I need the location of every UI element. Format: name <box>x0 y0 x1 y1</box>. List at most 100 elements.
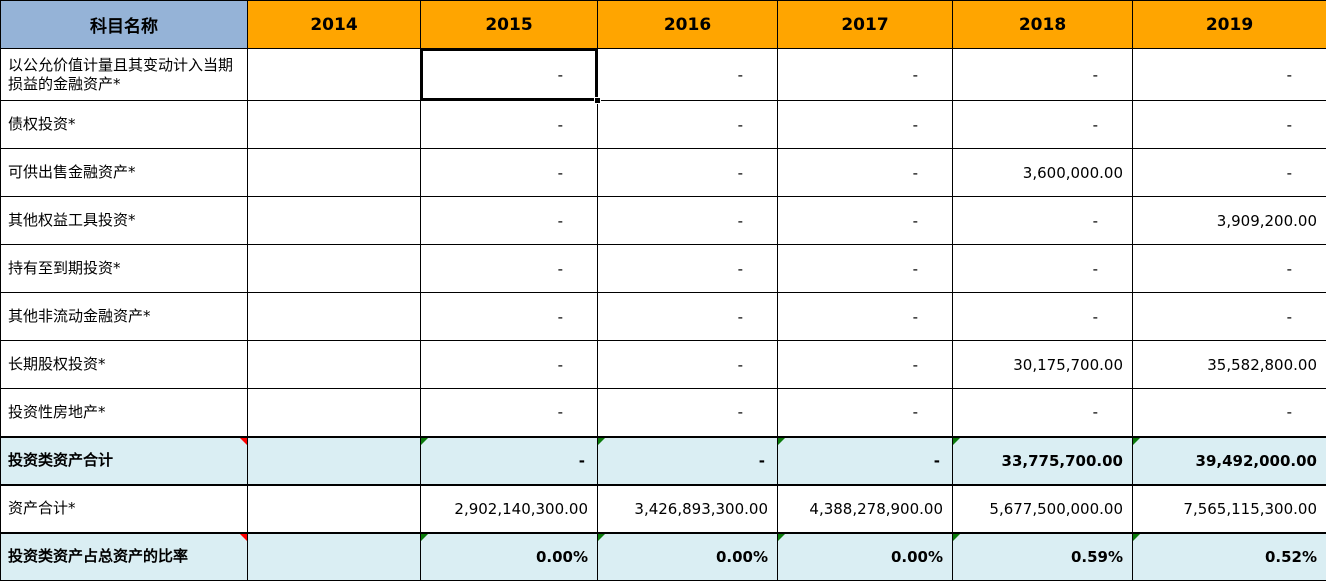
header-year-2019[interactable]: 2019 <box>1132 0 1326 49</box>
cell-2016-row2[interactable]: - <box>597 148 778 197</box>
cell-2017-row9[interactable]: 4,388,278,900.00 <box>777 484 953 533</box>
header-year-2016[interactable]: 2016 <box>597 0 778 49</box>
cell-2014-row0[interactable] <box>247 48 421 101</box>
cell-2014-row4[interactable] <box>247 244 421 293</box>
cell-2014-row3[interactable] <box>247 196 421 245</box>
row-label[interactable]: 可供出售金融资产* <box>0 148 248 197</box>
cell-2018-row4[interactable]: - <box>952 244 1133 293</box>
cell-2017-row5[interactable]: - <box>777 292 953 341</box>
cell-2017-row3[interactable]: - <box>777 196 953 245</box>
cell-2016-row7[interactable]: - <box>597 388 778 437</box>
row-label[interactable]: 投资类资产合计 <box>0 435 248 486</box>
cell-2016-row8[interactable]: - <box>597 435 778 486</box>
table-body: 以公允价值计量且其变动计入当期损益的金融资产* - - - - - 债权投资* - - - - - 可供… <box>0 48 1326 581</box>
cell-2016-row3[interactable]: - <box>597 196 778 245</box>
cell-2019-row6[interactable]: 35,582,800.00 <box>1132 340 1326 389</box>
cell-2015-row3[interactable]: - <box>420 196 598 245</box>
cell-2019-row4[interactable]: - <box>1132 244 1326 293</box>
cell-2019-row2[interactable]: - <box>1132 148 1326 197</box>
cell-2017-row4[interactable]: - <box>777 244 953 293</box>
cell-2019-row8[interactable]: 39,492,000.00 <box>1132 435 1326 486</box>
cell-2018-row9[interactable]: 5,677,500,000.00 <box>952 484 1133 533</box>
cell-2015-row10[interactable]: 0.00% <box>420 531 598 581</box>
cell-2016-row5[interactable]: - <box>597 292 778 341</box>
cell-2019-row10[interactable]: 0.52% <box>1132 531 1326 581</box>
cell-2014-row6[interactable] <box>247 340 421 389</box>
cell-2017-row10[interactable]: 0.00% <box>777 531 953 581</box>
cell-2015-row1[interactable]: - <box>420 100 598 149</box>
cell-2016-row0[interactable]: - <box>597 48 778 101</box>
header-year-2015[interactable]: 2015 <box>420 0 598 49</box>
formula-indicator-icon <box>778 533 785 541</box>
cell-2017-row0[interactable]: - <box>777 48 953 101</box>
cell-2019-row0[interactable]: - <box>1132 48 1326 101</box>
row-label[interactable]: 投资性房地产* <box>0 388 248 437</box>
row-label[interactable]: 其他非流动金融资产* <box>0 292 248 341</box>
row-label[interactable]: 以公允价值计量且其变动计入当期损益的金融资产* <box>0 48 248 101</box>
cell-2018-row0[interactable]: - <box>952 48 1133 101</box>
cell-2016-row9[interactable]: 3,426,893,300.00 <box>597 484 778 533</box>
cell-2018-row8[interactable]: 33,775,700.00 <box>952 435 1133 486</box>
row-label[interactable]: 持有至到期投资* <box>0 244 248 293</box>
cell-2019-row3[interactable]: 3,909,200.00 <box>1132 196 1326 245</box>
table-row: 其他权益工具投资* - - - -3,909,200.00 <box>0 196 1326 245</box>
formula-indicator-icon <box>1133 437 1140 445</box>
cell-2019-row9[interactable]: 7,565,115,300.00 <box>1132 484 1326 533</box>
cell-2015-row2[interactable]: - <box>420 148 598 197</box>
cell-2015-row4[interactable]: - <box>420 244 598 293</box>
row-label[interactable]: 其他权益工具投资* <box>0 196 248 245</box>
cell-2014-row10[interactable] <box>247 531 421 581</box>
row-label[interactable]: 投资类资产占总资产的比率 <box>0 531 248 581</box>
cell-2019-row1[interactable]: - <box>1132 100 1326 149</box>
cell-2015-row7[interactable]: - <box>420 388 598 437</box>
cell-2016-row1[interactable]: - <box>597 100 778 149</box>
table-row: 以公允价值计量且其变动计入当期损益的金融资产* - - - - - <box>0 48 1326 104</box>
row-label[interactable]: 债权投资* <box>0 100 248 149</box>
table-row: 可供出售金融资产* - - -3,600,000.00- <box>0 148 1326 197</box>
cell-2017-row6[interactable]: - <box>777 340 953 389</box>
cell-2017-row8[interactable]: - <box>777 435 953 486</box>
cell-2018-row10[interactable]: 0.59% <box>952 531 1133 581</box>
header-year-2014[interactable]: 2014 <box>247 0 421 49</box>
cell-2016-row10[interactable]: 0.00% <box>597 531 778 581</box>
cell-2018-row7[interactable]: - <box>952 388 1133 437</box>
header-year-2017[interactable]: 2017 <box>777 0 953 49</box>
table-row: 投资类资产占总资产的比率 0.00% 0.00% 0.00% 0.59% 0.52% <box>0 531 1326 581</box>
cell-2014-row7[interactable] <box>247 388 421 437</box>
cell-2015-row8[interactable]: - <box>420 435 598 486</box>
cell-2018-row2[interactable]: 3,600,000.00 <box>952 148 1133 197</box>
cell-2016-row6[interactable]: - <box>597 340 778 389</box>
cell-2014-row1[interactable] <box>247 100 421 149</box>
cell-2014-row8[interactable] <box>247 435 421 486</box>
table-row: 长期股权投资* - - -30,175,700.00 35,582,800.00 <box>0 340 1326 389</box>
cell-2017-row1[interactable]: - <box>777 100 953 149</box>
cell-2018-row6[interactable]: 30,175,700.00 <box>952 340 1133 389</box>
table-row: 债权投资* - - - - - <box>0 100 1326 149</box>
cell-2017-row2[interactable]: - <box>777 148 953 197</box>
cell-2014-row9[interactable] <box>247 484 421 533</box>
table-row: 持有至到期投资* - - - - - <box>0 244 1326 293</box>
cell-2018-row3[interactable]: - <box>952 196 1133 245</box>
cell-2017-row7[interactable]: - <box>777 388 953 437</box>
header-subject-name[interactable]: 科目名称 <box>0 0 248 49</box>
row-label[interactable]: 长期股权投资* <box>0 340 248 389</box>
formula-indicator-icon <box>1133 533 1140 541</box>
header-year-2018[interactable]: 2018 <box>952 0 1133 49</box>
cell-2015-row9[interactable]: 2,902,140,300.00 <box>420 484 598 533</box>
cell-2019-row7[interactable]: - <box>1132 388 1326 437</box>
comment-indicator-icon <box>240 437 247 445</box>
cell-2015-row6[interactable]: - <box>420 340 598 389</box>
cell-2014-row5[interactable] <box>247 292 421 341</box>
fill-handle[interactable] <box>594 97 601 104</box>
comment-indicator-icon <box>240 533 247 541</box>
cell-2018-row5[interactable]: - <box>952 292 1133 341</box>
cell-2014-row2[interactable] <box>247 148 421 197</box>
cell-2019-row5[interactable]: - <box>1132 292 1326 341</box>
cell-2015-row5[interactable]: - <box>420 292 598 341</box>
cell-2018-row1[interactable]: - <box>952 100 1133 149</box>
formula-indicator-icon <box>953 437 960 445</box>
cell-2016-row4[interactable]: - <box>597 244 778 293</box>
cell-2015-row0[interactable]: - <box>420 48 601 104</box>
row-label[interactable]: 资产合计* <box>0 484 248 533</box>
